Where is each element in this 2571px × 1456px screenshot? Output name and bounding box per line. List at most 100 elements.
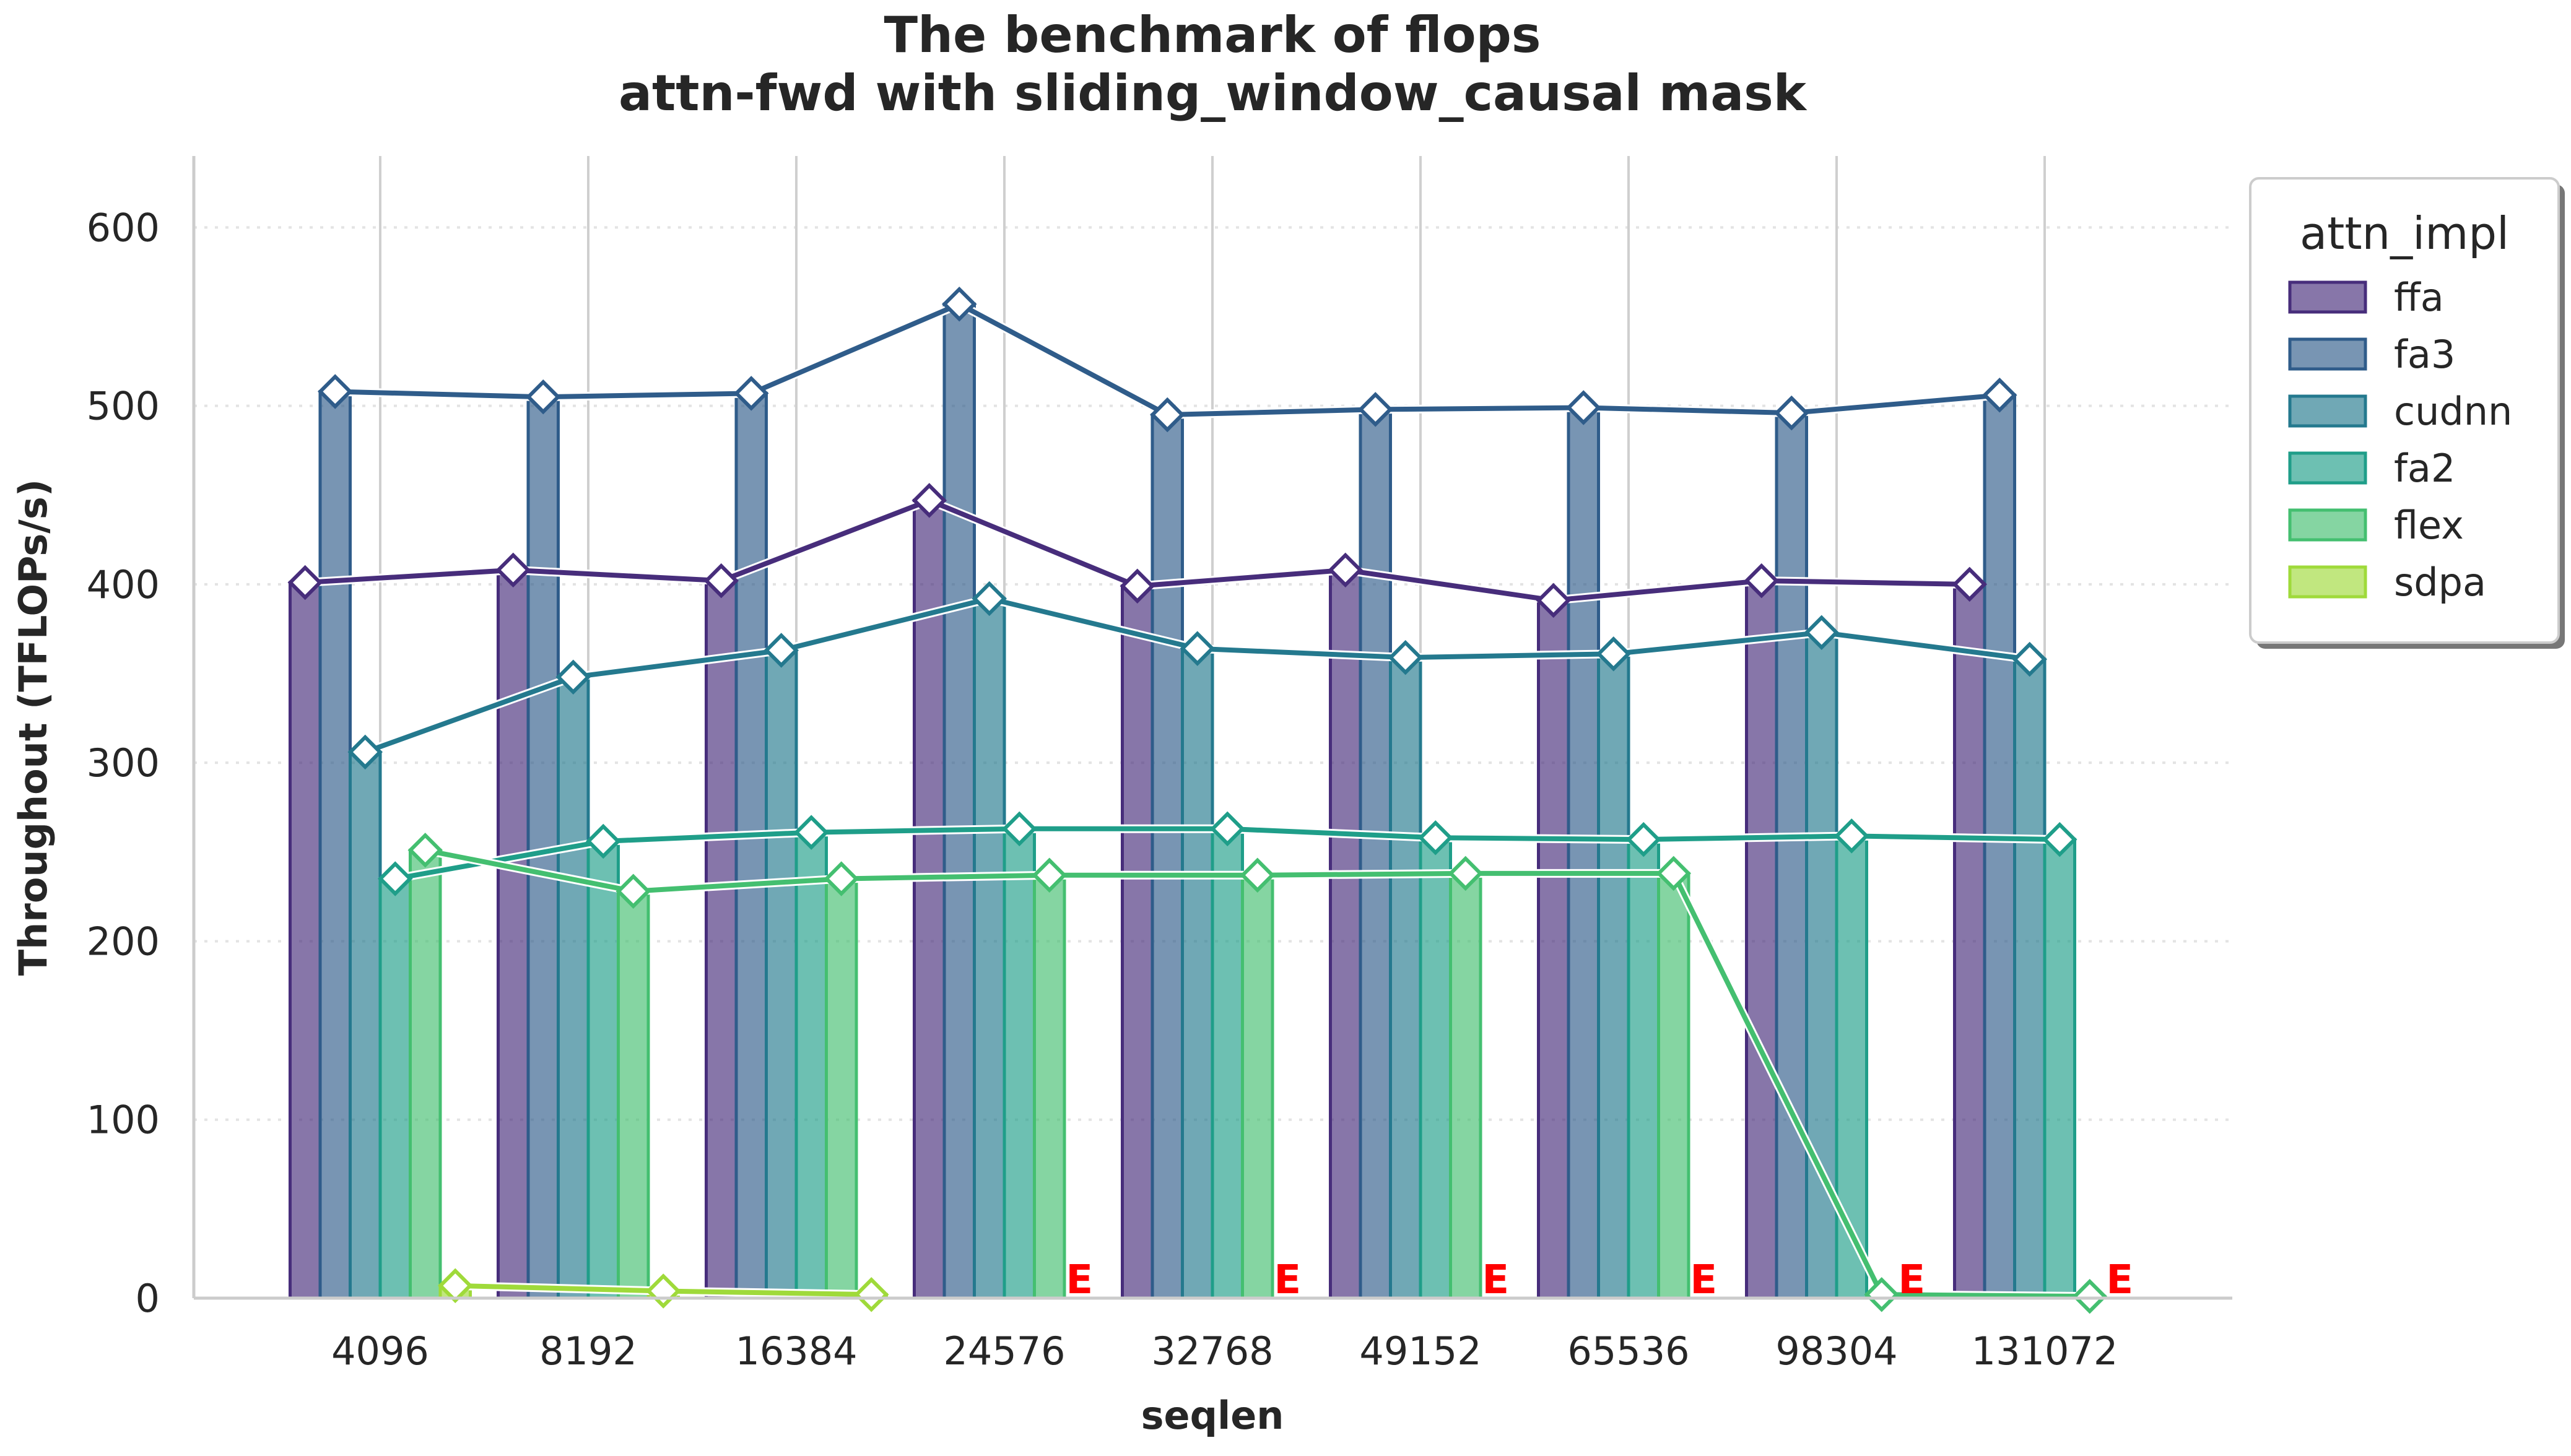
- bar-flex-8192: [617, 890, 650, 1300]
- x-tick-label: 98304: [1775, 1328, 1897, 1374]
- legend-label-cudnn: cudnn: [2394, 389, 2512, 434]
- legend-swatch-cudnn: [2288, 394, 2367, 428]
- bar-fa2-16384: [794, 831, 828, 1300]
- x-tick-label: 4096: [331, 1328, 429, 1374]
- marker-sdpa: [854, 1276, 889, 1312]
- marker-flex: [1656, 856, 1691, 891]
- legend-items: ffa fa3 cudnn fa2 flex sdpa: [2288, 275, 2512, 605]
- marker-flex: [616, 873, 651, 909]
- marker-fa3: [942, 287, 977, 322]
- bar-ffa-4096: [289, 581, 322, 1300]
- bar-ffa-16384: [705, 579, 738, 1300]
- marker-cudnn: [2012, 641, 2047, 677]
- bar-fa3-98304: [1775, 411, 1808, 1300]
- bar-ffa-98304: [1745, 579, 1778, 1300]
- y-tick-label: 0: [136, 1276, 160, 1321]
- legend-title: attn_impl: [2300, 207, 2509, 259]
- marker-fa3: [734, 376, 769, 411]
- marker-fa2: [1834, 818, 1869, 854]
- marker-ffa: [911, 483, 947, 518]
- bar-fa2-49152: [1419, 836, 1452, 1300]
- bar-fa3-24576: [942, 302, 976, 1300]
- x-tick-label: 65536: [1567, 1328, 1689, 1374]
- marker-fa3: [1774, 395, 1809, 431]
- bar-cudnn-65536: [1597, 652, 1630, 1300]
- bar-fa2-4096: [378, 877, 412, 1300]
- marker-cudnn: [1596, 636, 1631, 672]
- bar-cudnn-16384: [765, 649, 798, 1300]
- marker-cudnn: [763, 633, 799, 668]
- chart-title-line1: The benchmark of flops: [884, 6, 1541, 64]
- marker-flex: [1864, 1276, 1899, 1312]
- marker-fa2: [1626, 821, 1661, 857]
- marker-ffa: [703, 563, 739, 599]
- y-axis-label: Throughout (TFLOPs/s): [11, 479, 56, 976]
- legend-swatch-ffa: [2288, 280, 2367, 314]
- marker-flex: [824, 861, 859, 896]
- marker-fa2: [586, 823, 621, 859]
- bar-ffa-8192: [497, 568, 530, 1300]
- x-tick-label: 8192: [539, 1328, 637, 1374]
- marker-flex: [1032, 857, 1067, 893]
- bar-ffa-131072: [1953, 583, 1986, 1300]
- bar-ffa-65536: [1537, 599, 1570, 1300]
- bar-fa3-131072: [1983, 393, 2016, 1300]
- bar-flex-32768: [1241, 873, 1274, 1300]
- bar-fa2-24576: [1003, 827, 1036, 1300]
- marker-fa3: [1358, 392, 1393, 427]
- x-axis-label: seqlen: [1141, 1393, 1284, 1438]
- marker-flex: [1448, 856, 1483, 891]
- bar-cudnn-32768: [1181, 647, 1214, 1300]
- bar-ffa-24576: [913, 498, 946, 1300]
- bar-fa3-32768: [1151, 413, 1184, 1300]
- bars: [289, 302, 2107, 1300]
- x-axis-ticks: 4096 8192 16384 24576 32768 49152 65536 98304 13…: [331, 1328, 2118, 1374]
- error-marker-sdpa-131072: E: [2106, 1257, 2133, 1303]
- x-tick-label: 49152: [1359, 1328, 1481, 1374]
- y-tick-label: 400: [87, 562, 160, 607]
- bar-cudnn-4096: [349, 750, 382, 1300]
- y-tick-label: 600: [87, 205, 160, 250]
- legend-label-sdpa: sdpa: [2394, 560, 2486, 605]
- bar-flex-4096: [409, 848, 442, 1300]
- marker-cudnn: [972, 581, 1007, 617]
- y-axis-ticks: 0 100 200 300 400 500 600: [87, 205, 160, 1321]
- bar-fa3-49152: [1359, 407, 1392, 1300]
- x-tick-label: 131072: [1972, 1328, 2118, 1374]
- series-markers: [287, 287, 2107, 1314]
- marker-ffa: [1536, 583, 1571, 618]
- marker-flex: [2072, 1278, 2107, 1314]
- legend-swatch-fa3: [2288, 337, 2367, 371]
- marker-ffa: [1744, 563, 1779, 599]
- bar-flex-16384: [825, 877, 858, 1300]
- marker-cudnn: [555, 659, 591, 695]
- bar-fa2-8192: [586, 839, 620, 1300]
- marker-sdpa: [438, 1268, 473, 1304]
- bar-flex-49152: [1449, 872, 1482, 1300]
- marker-fa3: [318, 374, 353, 409]
- marker-fa2: [2042, 821, 2077, 857]
- legend-swatch-sdpa: [2288, 565, 2367, 599]
- error-marker-sdpa-49152: E: [1482, 1257, 1509, 1303]
- marker-fa2: [1002, 811, 1037, 847]
- marker-fa2: [1210, 811, 1245, 847]
- y-tick-label: 500: [87, 384, 160, 429]
- y-tick-label: 100: [87, 1098, 160, 1143]
- marker-cudnn: [347, 734, 383, 770]
- bar-ffa-32768: [1121, 584, 1154, 1300]
- error-marker-sdpa-65536: E: [1690, 1257, 1717, 1303]
- legend-label-ffa: ffa: [2394, 275, 2444, 320]
- marker-fa2: [794, 815, 829, 850]
- bar-cudnn-8192: [557, 675, 590, 1300]
- marker-cudnn: [1804, 615, 1839, 650]
- error-marker-sdpa-98304: E: [1898, 1257, 1925, 1303]
- marker-fa3: [1982, 378, 2017, 413]
- x-tick-label: 32768: [1151, 1328, 1273, 1374]
- bar-fa3-65536: [1567, 405, 1600, 1300]
- marker-flex: [407, 833, 443, 868]
- marker-fa3: [526, 379, 561, 415]
- marker-cudnn: [1180, 631, 1215, 666]
- marker-ffa: [1120, 568, 1155, 604]
